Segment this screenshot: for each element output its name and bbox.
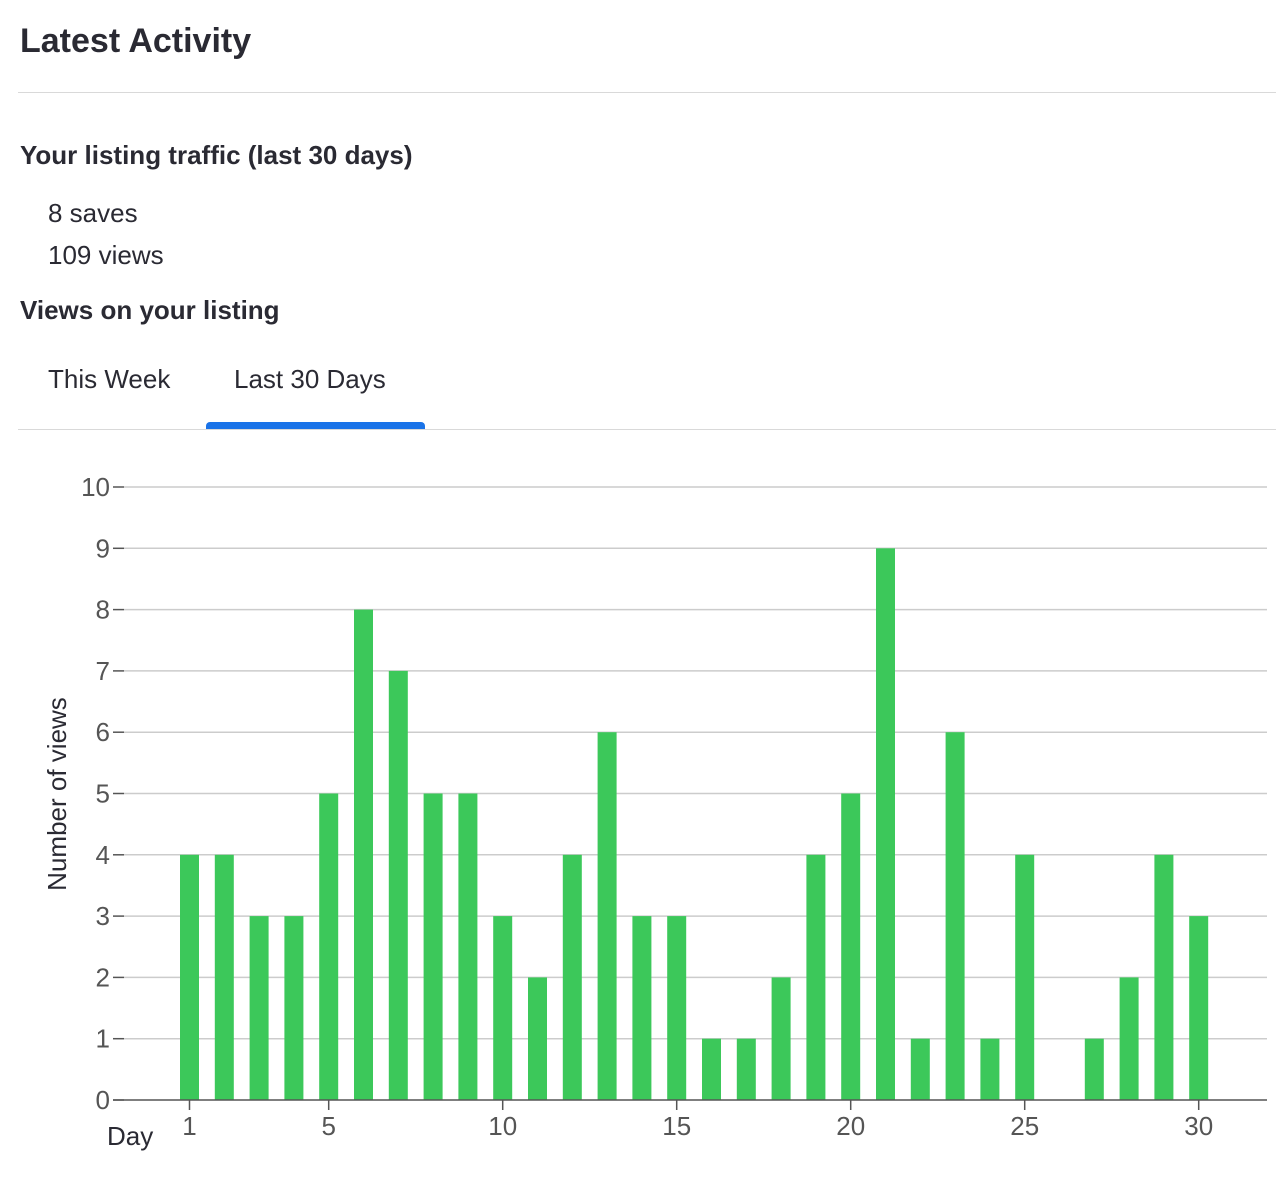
bar-day-27 [1084,1038,1104,1100]
bar-day-23 [945,732,965,1100]
page-title: Latest Activity [20,22,252,60]
bar-day-30 [1189,916,1209,1100]
traffic-heading: Your listing traffic (last 30 days) [20,140,413,170]
views-heading: Views on your listing [20,295,280,325]
y-axis-label: Number of views [42,697,72,891]
bar-day-12 [562,854,582,1100]
y-tick-label: 6 [96,717,110,747]
x-tick-label: 25 [1010,1111,1039,1141]
views-count: 109 views [48,240,164,270]
x-axis-label: Day [107,1121,153,1151]
x-tick-label: 15 [662,1111,691,1141]
y-tick-label: 4 [96,840,110,870]
bar-day-24 [980,1038,1000,1100]
bar-day-22 [910,1038,930,1100]
y-tick-label: 2 [96,962,110,992]
y-tick-label: 7 [96,656,110,686]
bar-day-25 [1015,854,1035,1100]
bar-day-19 [806,854,826,1100]
bar-day-8 [423,793,443,1100]
x-tick-label: 20 [836,1111,865,1141]
bar-day-9 [458,793,478,1100]
bar-day-28 [1119,977,1139,1100]
bar-day-13 [597,732,617,1100]
tab-this-week[interactable]: This Week [48,364,171,394]
y-tick-label: 9 [96,533,110,563]
x-tick-label: 10 [488,1111,517,1141]
bar-day-11 [528,977,547,1100]
y-tick-label: 3 [96,901,110,931]
bar-day-7 [388,670,408,1100]
saves-count: 8 saves [48,198,138,228]
y-tick-label: 10 [81,472,110,502]
x-tick-label: 30 [1184,1111,1213,1141]
header-divider [18,92,1276,93]
bar-day-16 [702,1038,721,1100]
x-tick-label: 1 [182,1111,196,1141]
bar-day-4 [284,916,304,1100]
tab-last-30-days[interactable]: Last 30 Days [234,364,386,394]
bar-day-29 [1154,854,1174,1100]
bar-day-10 [493,916,513,1100]
bar-day-15 [667,916,687,1100]
bar-day-1 [180,854,199,1100]
bar-day-20 [841,793,861,1100]
y-tick-label: 1 [96,1024,110,1054]
y-tick-label: 5 [96,779,110,809]
active-tab-indicator [206,422,425,429]
bar-day-2 [214,854,234,1100]
bar-day-5 [319,793,339,1100]
bar-day-17 [736,1038,756,1100]
chart-bars [180,548,1209,1100]
bar-day-21 [876,548,895,1100]
bar-day-6 [354,609,373,1100]
bar-day-14 [632,916,652,1100]
y-tick-label: 8 [96,595,110,625]
x-tick-label: 5 [321,1111,335,1141]
bar-day-18 [771,977,791,1100]
y-tick-label: 0 [96,1085,110,1115]
tabs-divider [18,429,1276,430]
bar-day-3 [249,916,269,1100]
chart-gridlines [124,486,1267,1040]
